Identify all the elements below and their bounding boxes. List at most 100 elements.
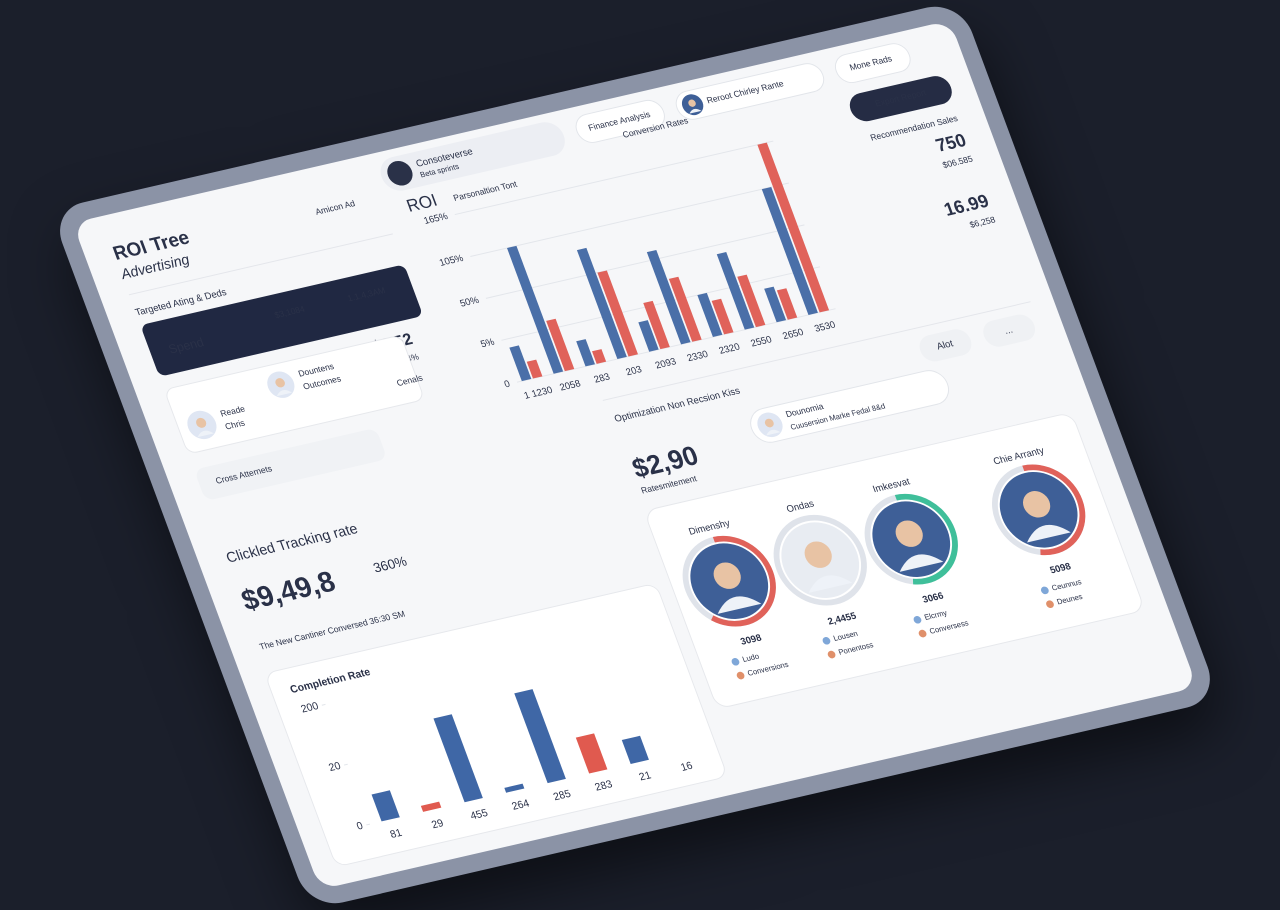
screen: Consoteverse Beta sprints Finance Analysis… — [72, 20, 1198, 890]
avatar-head — [713, 562, 741, 589]
x-tick-label: 3530 — [813, 320, 837, 335]
search-pill[interactable] — [376, 119, 570, 194]
avatar-body — [766, 429, 781, 436]
kpi-value: $9,49,8 — [237, 566, 340, 618]
x-tick-label: 2320 — [717, 342, 741, 357]
stat-sub: $6,258 — [968, 214, 997, 229]
member-value: 5098 — [1048, 561, 1073, 576]
bar — [575, 733, 608, 774]
x-tick-label: 2058 — [558, 378, 582, 393]
section-title: Optimization Non Recsion Kiss — [613, 386, 742, 425]
kpi-note: The New Cantiner Conversed 36:30 SM — [258, 609, 407, 652]
tick-mark — [321, 703, 326, 706]
pill-label: Alot — [935, 338, 955, 352]
bar — [761, 187, 818, 315]
legend-dot — [1040, 586, 1049, 595]
x-tick-label: 2550 — [749, 334, 773, 349]
tab[interactable] — [572, 98, 669, 146]
avatar-head — [1022, 491, 1051, 518]
avatar-head — [764, 418, 774, 428]
bar — [420, 801, 442, 812]
avatar-body — [1027, 524, 1071, 543]
y-tick-label: 105% — [438, 253, 466, 269]
divider — [602, 301, 1031, 401]
stat-value: 750 — [933, 130, 969, 156]
member-value: 3066 — [921, 591, 945, 606]
y-tick-label: 20 — [327, 760, 343, 774]
y-tick-label: 0 — [355, 820, 365, 833]
pill[interactable] — [916, 327, 976, 364]
grid-line — [454, 140, 774, 216]
bar — [646, 249, 691, 345]
people-card — [166, 336, 423, 453]
legend-dot — [1046, 600, 1054, 608]
bar — [591, 349, 607, 364]
bar — [711, 298, 734, 335]
x-tick-label: 2330 — [686, 349, 710, 364]
legend-dot — [731, 657, 740, 666]
bar — [509, 345, 532, 382]
legend-dot — [736, 671, 745, 680]
bar — [576, 339, 595, 367]
bar — [638, 320, 659, 352]
bar — [716, 252, 755, 330]
legend-text: Ludo — [741, 652, 760, 664]
kpi-change: 360% — [371, 554, 409, 576]
x-tick-label: 21 — [637, 769, 653, 783]
bar — [621, 735, 649, 764]
tablet: Consoteverse Beta sprints Finance Analysis… — [50, 0, 1220, 910]
tick-mark — [343, 763, 348, 766]
ring — [991, 464, 1086, 556]
bar — [668, 276, 702, 342]
spend-card[interactable] — [140, 264, 423, 376]
divider — [128, 233, 393, 296]
bar — [504, 783, 525, 793]
bar — [737, 274, 766, 328]
bar — [526, 359, 543, 379]
x-tick-label: 2650 — [781, 327, 805, 342]
legend-dot — [918, 629, 927, 638]
avatar-body — [197, 430, 214, 438]
y-tick-label: 0 — [503, 379, 512, 391]
x-tick-label: 2093 — [654, 356, 678, 371]
tick-mark — [366, 823, 371, 826]
search-icon — [387, 160, 413, 186]
tab[interactable] — [831, 41, 914, 85]
x-tick-label: 285 — [552, 788, 573, 803]
bar — [597, 270, 638, 357]
avatar-head — [804, 541, 832, 568]
avatar-body — [689, 108, 702, 114]
ring — [682, 535, 776, 627]
legend-dot — [822, 636, 831, 645]
bar — [576, 247, 627, 360]
bar — [643, 300, 670, 350]
legend-dot — [913, 615, 922, 624]
footer-box — [196, 429, 385, 500]
y-tick-label: 165% — [422, 211, 450, 227]
kpi-label: Clickled Tracking rate — [224, 521, 360, 566]
x-tick-label: 455 — [469, 807, 490, 822]
member-value: 3098 — [739, 632, 764, 647]
avatar-head — [196, 417, 207, 428]
avatar-body — [899, 554, 944, 572]
x-tick-label: 16 — [679, 760, 695, 774]
x-tick-label: 81 — [388, 827, 404, 841]
user-pill[interactable] — [672, 61, 828, 122]
note: Amicon Ad — [314, 198, 357, 217]
avatar-head — [275, 378, 285, 388]
person-card[interactable] — [746, 367, 954, 445]
bar — [433, 714, 483, 803]
export-button[interactable] — [846, 73, 956, 124]
stat-sub: $06.585 — [941, 154, 974, 170]
y-tick-label: 200 — [299, 700, 320, 715]
y-tick-label: 50% — [458, 295, 481, 310]
chart-subtitle: Parsonaltion Tont — [452, 179, 519, 203]
legend-dot — [827, 650, 836, 659]
pill[interactable] — [979, 312, 1039, 349]
bar — [506, 245, 564, 374]
avatar-body — [717, 596, 762, 614]
avatar-head — [895, 520, 923, 547]
x-tick-label: 29 — [430, 817, 446, 831]
